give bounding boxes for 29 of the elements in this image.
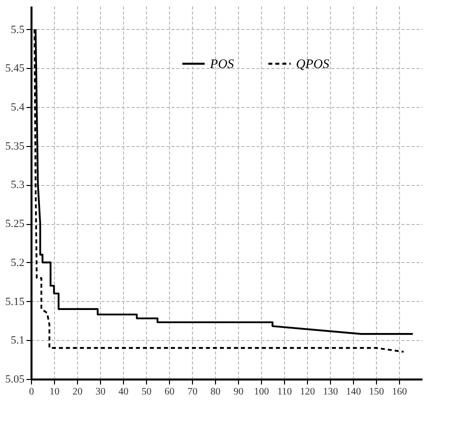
x-tick-label: 30 <box>96 386 106 398</box>
x-tick-label: 90 <box>234 386 244 398</box>
x-tick-label: 10 <box>50 386 60 398</box>
x-tick-label: 80 <box>210 386 220 398</box>
y-tick-label: 5.3 <box>10 179 25 192</box>
y-tick-label: 5.15 <box>5 296 25 308</box>
x-tick-label: 150 <box>369 386 384 398</box>
y-tick-label: 5.45 <box>5 62 25 75</box>
x-tick-label: 120 <box>300 386 315 398</box>
legend-label: QPOS <box>296 56 330 71</box>
x-tick-label: 40 <box>118 386 128 398</box>
x-tick-label: 110 <box>277 386 292 398</box>
legend-label: POS <box>209 56 234 71</box>
x-tick-label: 130 <box>323 386 338 398</box>
x-tick-label: 20 <box>72 386 82 398</box>
x-tick-label: 50 <box>142 386 152 398</box>
x-tick-label: 140 <box>346 386 361 398</box>
x-tick-label: 70 <box>188 386 198 398</box>
y-tick-label: 5.2 <box>10 256 24 269</box>
y-tick-label: 5.5 <box>10 24 25 36</box>
y-tick-label: 5.35 <box>5 140 25 152</box>
y-tick-label: 5.4 <box>10 102 25 114</box>
x-tick-label: 60 <box>164 386 174 398</box>
x-tick-label: 160 <box>392 386 407 398</box>
y-tick-label: 5.05 <box>5 374 25 386</box>
x-tick-label: 100 <box>254 386 269 398</box>
y-tick-label: 5.1 <box>10 334 24 347</box>
y-tick-label: 5.25 <box>5 218 25 230</box>
x-tick-label: 0 <box>29 386 34 398</box>
